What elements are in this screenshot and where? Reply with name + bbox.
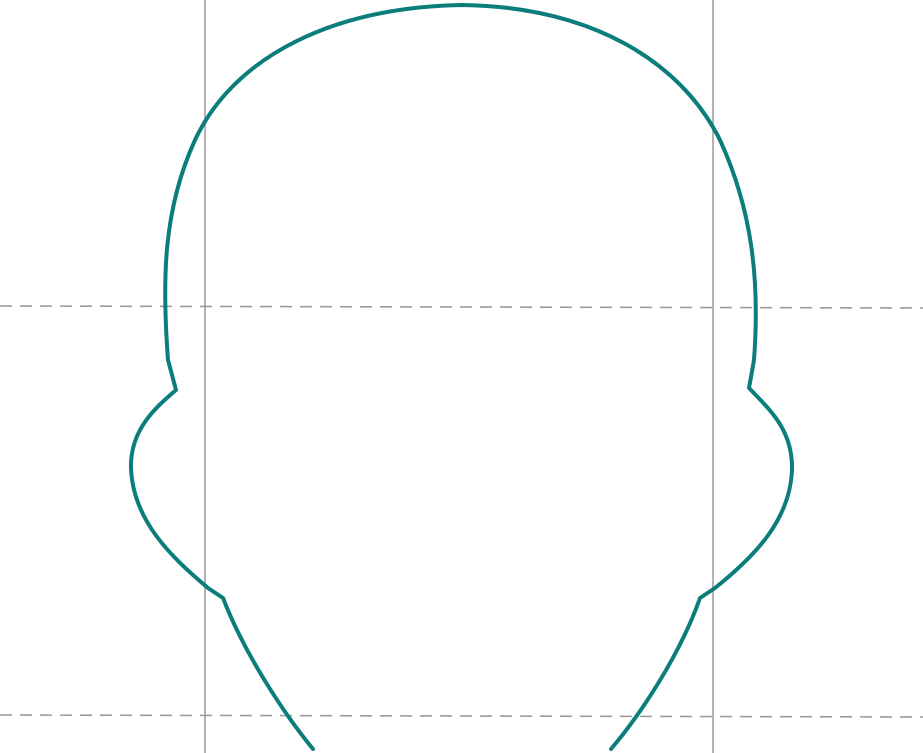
horizontal-guide-lower	[0, 714, 923, 718]
horizontal-guide-upper	[0, 305, 923, 309]
head-outline	[128, 3, 795, 751]
horizontal-guides	[0, 305, 923, 718]
vertical-guides	[204, 0, 714, 753]
